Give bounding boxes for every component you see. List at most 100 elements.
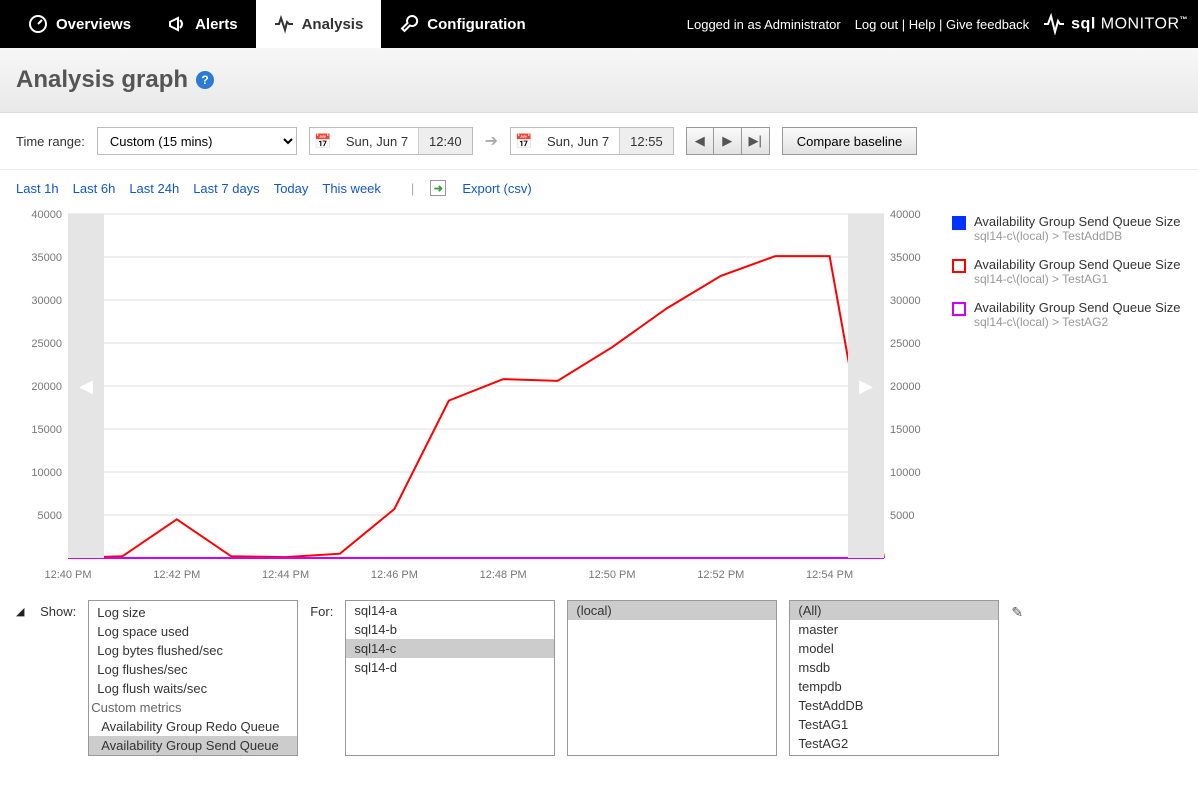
- list-item[interactable]: Log size: [89, 603, 297, 622]
- product-logo: sql MONITOR™: [1043, 13, 1188, 35]
- end-date-box[interactable]: 📅 Sun, Jun 7 12:55: [510, 127, 674, 155]
- list-item[interactable]: (All): [790, 601, 998, 620]
- list-item[interactable]: (local): [568, 601, 776, 620]
- quicklink-this-week[interactable]: This week: [322, 181, 381, 196]
- list-item[interactable]: TestAddDB: [790, 696, 998, 715]
- list-item[interactable]: sql14-d: [346, 658, 554, 677]
- list-item[interactable]: sql14-a: [346, 601, 554, 620]
- list-item[interactable]: tempdb: [790, 677, 998, 696]
- svg-text:35000: 35000: [31, 252, 62, 264]
- feedback-link[interactable]: Give feedback: [946, 17, 1029, 32]
- list-item[interactable]: Log flushes/sec: [89, 660, 297, 679]
- nav-button-group: ◀ ▶ ▶|: [686, 127, 770, 155]
- last-button[interactable]: ▶|: [742, 127, 770, 155]
- quicklink-last-24h[interactable]: Last 24h: [129, 181, 179, 196]
- svg-text:12:42 PM: 12:42 PM: [153, 569, 200, 581]
- svg-text:12:48 PM: 12:48 PM: [480, 569, 527, 581]
- overview-icon: [28, 14, 48, 34]
- legend-item[interactable]: Availability Group Send Queue Sizesql14-…: [952, 300, 1182, 329]
- pulse-icon: [274, 14, 294, 34]
- legend-swatch: [952, 216, 966, 230]
- svg-text:30000: 30000: [890, 295, 921, 307]
- list-item[interactable]: master: [790, 620, 998, 639]
- help-icon[interactable]: ?: [196, 71, 214, 89]
- instances-listbox[interactable]: (local): [567, 600, 777, 756]
- export-icon: ➜: [430, 180, 446, 196]
- svg-text:40000: 40000: [890, 209, 921, 221]
- svg-text:15000: 15000: [890, 424, 921, 436]
- calendar-icon: 📅: [511, 128, 537, 154]
- page-title: Analysis graph: [16, 66, 188, 94]
- help-link[interactable]: Help: [909, 17, 936, 32]
- list-item[interactable]: TestAG1: [790, 715, 998, 734]
- list-item[interactable]: sql14-b: [346, 620, 554, 639]
- svg-text:12:46 PM: 12:46 PM: [371, 569, 418, 581]
- list-item[interactable]: Log space used: [89, 622, 297, 641]
- selector-row: ◢ Show: Data sizeLog sizeLog space usedL…: [0, 594, 1198, 762]
- export-csv-link[interactable]: Export (csv): [462, 181, 531, 196]
- list-item[interactable]: msdb: [790, 658, 998, 677]
- chart-legend: Availability Group Send Queue Sizesql14-…: [952, 206, 1182, 586]
- svg-text:15000: 15000: [31, 424, 62, 436]
- start-date: Sun, Jun 7: [336, 134, 418, 149]
- svg-text:10000: 10000: [31, 467, 62, 479]
- list-item[interactable]: Availability Group Redo Queue: [89, 717, 297, 736]
- svg-text:5000: 5000: [890, 510, 914, 522]
- svg-text:10000: 10000: [890, 467, 921, 479]
- calendar-icon: 📅: [310, 128, 336, 154]
- list-item[interactable]: Log bytes flushed/sec: [89, 641, 297, 660]
- for-label: For:: [310, 600, 333, 619]
- legend-item[interactable]: Availability Group Send Queue Sizesql14-…: [952, 214, 1182, 243]
- logout-link[interactable]: Log out: [855, 17, 898, 32]
- scroll-left-handle[interactable]: ◀: [68, 214, 104, 558]
- nav-tab-configuration[interactable]: Configuration: [381, 0, 543, 48]
- time-range-select[interactable]: Custom (15 mins): [97, 127, 297, 155]
- svg-text:12:40 PM: 12:40 PM: [44, 569, 91, 581]
- svg-text:20000: 20000: [890, 381, 921, 393]
- list-item[interactable]: Availability Group Send Queue: [89, 736, 297, 755]
- servers-listbox[interactable]: sql14-asql14-bsql14-csql14-d: [345, 600, 555, 756]
- svg-text:35000: 35000: [890, 252, 921, 264]
- pulse-icon: [1043, 13, 1065, 35]
- nav-tab-analysis[interactable]: Analysis: [256, 0, 382, 48]
- list-item[interactable]: model: [790, 639, 998, 658]
- svg-text:20000: 20000: [31, 381, 62, 393]
- svg-text:5000: 5000: [38, 510, 62, 522]
- time-range-row: Time range: Custom (15 mins) 📅 Sun, Jun …: [0, 113, 1198, 170]
- legend-item[interactable]: Availability Group Send Queue Sizesql14-…: [952, 257, 1182, 286]
- list-group-header: Custom metrics: [89, 698, 297, 717]
- chart-wrap: ◀ ▶ 5000 5000 10000 10000 15000 15000 20000 200…: [0, 206, 1198, 594]
- start-time: 12:40: [418, 128, 472, 154]
- scroll-right-handle[interactable]: ▶: [848, 214, 884, 558]
- wrench-icon: [399, 14, 419, 34]
- list-item[interactable]: sql14-c: [346, 639, 554, 658]
- prev-button[interactable]: ◀: [686, 127, 714, 155]
- nav-right: Logged in as Administrator Log out | Hel…: [687, 13, 1188, 35]
- quicklink-last-1h[interactable]: Last 1h: [16, 181, 59, 196]
- list-item[interactable]: TestAG2: [790, 734, 998, 753]
- metrics-listbox[interactable]: Data sizeLog sizeLog space usedLog bytes…: [88, 600, 298, 756]
- nav-tab-alerts[interactable]: Alerts: [149, 0, 256, 48]
- quicklink-today[interactable]: Today: [274, 181, 309, 196]
- svg-text:12:50 PM: 12:50 PM: [588, 569, 635, 581]
- page-header: Analysis graph ?: [0, 48, 1198, 113]
- next-button[interactable]: ▶: [714, 127, 742, 155]
- quicklink-last-6h[interactable]: Last 6h: [73, 181, 116, 196]
- edit-icon[interactable]: ✎: [1011, 600, 1023, 621]
- list-item[interactable]: Log flush waits/sec: [89, 679, 297, 698]
- start-date-box[interactable]: 📅 Sun, Jun 7 12:40: [309, 127, 473, 155]
- svg-text:25000: 25000: [31, 338, 62, 350]
- end-date: Sun, Jun 7: [537, 134, 619, 149]
- time-range-label: Time range:: [16, 134, 85, 149]
- nav-tab-overviews[interactable]: Overviews: [10, 0, 149, 48]
- svg-text:25000: 25000: [890, 338, 921, 350]
- quicklink-last-7-days[interactable]: Last 7 days: [193, 181, 260, 196]
- compare-baseline-button[interactable]: Compare baseline: [782, 127, 918, 155]
- top-nav: OverviewsAlertsAnalysisConfiguration Log…: [0, 0, 1198, 48]
- show-label: ◢ Show:: [16, 600, 76, 619]
- svg-text:12:44 PM: 12:44 PM: [262, 569, 309, 581]
- svg-text:40000: 40000: [31, 209, 62, 221]
- databases-listbox[interactable]: (All)mastermodelmsdbtempdbTestAddDBTestA…: [789, 600, 999, 756]
- quick-links-row: Last 1h Last 6h Last 24h Last 7 days Today Th…: [0, 170, 1198, 206]
- chart-area: ◀ ▶ 5000 5000 10000 10000 15000 15000 20000 200…: [16, 206, 936, 586]
